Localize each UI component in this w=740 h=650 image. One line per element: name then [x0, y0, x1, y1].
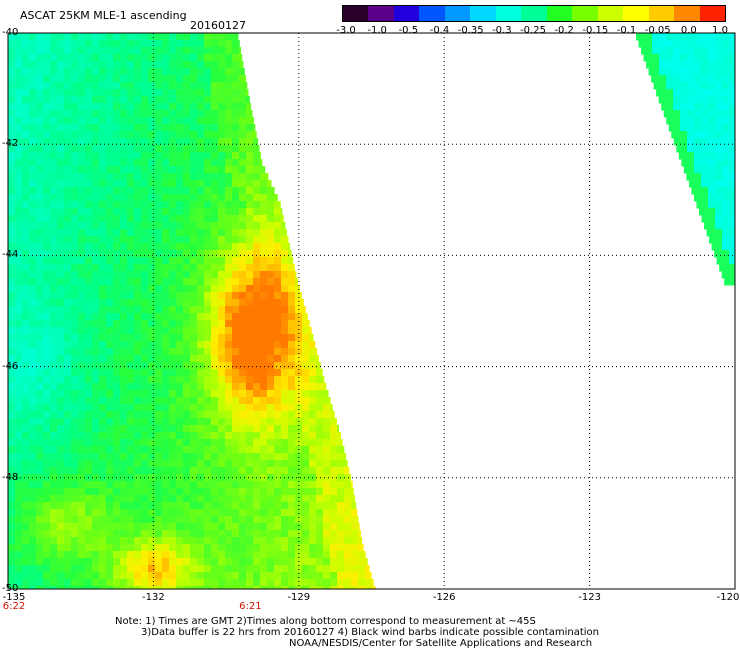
lat-label: -44 — [2, 249, 19, 261]
colorbar-swatch — [623, 6, 649, 21]
product-title: ASCAT 25KM MLE-1 ascending — [20, 9, 187, 22]
time-label: 6:21 — [239, 601, 262, 612]
colorbar-swatch — [444, 6, 471, 21]
colorbar-swatch — [648, 6, 675, 21]
lon-label: -123 — [578, 592, 601, 603]
lat-label: -42 — [2, 138, 19, 150]
footer-credit: NOAA/NESDIS/Center for Satellite Applica… — [289, 638, 593, 649]
map-plot — [7, 32, 736, 590]
lat-label: -40 — [2, 27, 19, 38]
lat-label: -50 — [2, 583, 19, 594]
colorbar-label: -0.1 — [616, 25, 637, 36]
colorbar-label: -3.0 — [336, 25, 356, 36]
colorbar — [342, 5, 726, 22]
lat-label: -48 — [2, 471, 19, 483]
colorbar-swatch — [699, 6, 726, 21]
colorbar-swatch — [470, 6, 496, 21]
lon-label: -129 — [287, 592, 311, 603]
lon-label: -135 — [2, 592, 26, 603]
colorbar-swatch — [495, 6, 522, 21]
footer-note-2: 3)Data buffer is 22 hrs from 20160127 4)… — [141, 627, 599, 638]
colorbar-label: -0.5 — [398, 25, 419, 36]
plot-frame — [7, 32, 736, 590]
colorbar-swatch — [546, 6, 573, 21]
colorbar-label: -0.15 — [582, 25, 609, 36]
lon-label: -126 — [432, 592, 456, 603]
product-date: 20160127 — [190, 19, 246, 32]
lon-label: -132 — [142, 592, 165, 603]
colorbar-swatch — [597, 6, 624, 21]
colorbar-swatch — [368, 6, 394, 21]
lat-label: -46 — [2, 360, 19, 372]
colorbar-label: -0.2 — [554, 25, 574, 36]
colorbar-swatch — [674, 6, 700, 21]
graticule — [8, 32, 735, 589]
colorbar-swatch — [521, 6, 547, 21]
colorbar-swatch — [393, 6, 420, 21]
lon-label: -120 — [716, 592, 740, 603]
colorbar-label: -0.25 — [520, 25, 546, 36]
colorbar-label: -1.0 — [367, 25, 387, 36]
colorbar-swatch — [572, 6, 598, 21]
colorbar-label: -0.3 — [492, 25, 512, 36]
colorbar-label: -0.05 — [644, 25, 671, 36]
colorbar-label: 1.0 — [712, 25, 728, 36]
colorbar-label: 0.0 — [680, 25, 697, 36]
time-label: 6:22 — [2, 601, 26, 612]
colorbar-label: -0.4 — [429, 25, 450, 36]
colorbar-swatch — [343, 6, 369, 21]
swath-layer — [8, 33, 736, 590]
colorbar-label: -0.35 — [457, 25, 484, 36]
footer-note-1: Note: 1) Times are GMT 2)Times along bot… — [115, 616, 536, 627]
colorbar-swatch — [419, 6, 445, 21]
